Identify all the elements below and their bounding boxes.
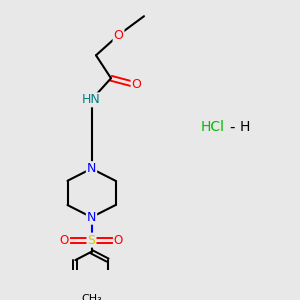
Text: HN: HN <box>82 93 101 106</box>
Text: O: O <box>114 234 123 247</box>
Text: H: H <box>239 120 250 134</box>
Text: O: O <box>60 234 69 247</box>
Text: N: N <box>87 211 96 224</box>
Text: O: O <box>132 79 141 92</box>
Text: S: S <box>88 234 95 247</box>
Text: HCl: HCl <box>201 120 225 134</box>
Text: -: - <box>229 119 234 134</box>
Text: N: N <box>87 162 96 175</box>
Text: CH₃: CH₃ <box>81 294 102 300</box>
Text: O: O <box>114 28 123 42</box>
